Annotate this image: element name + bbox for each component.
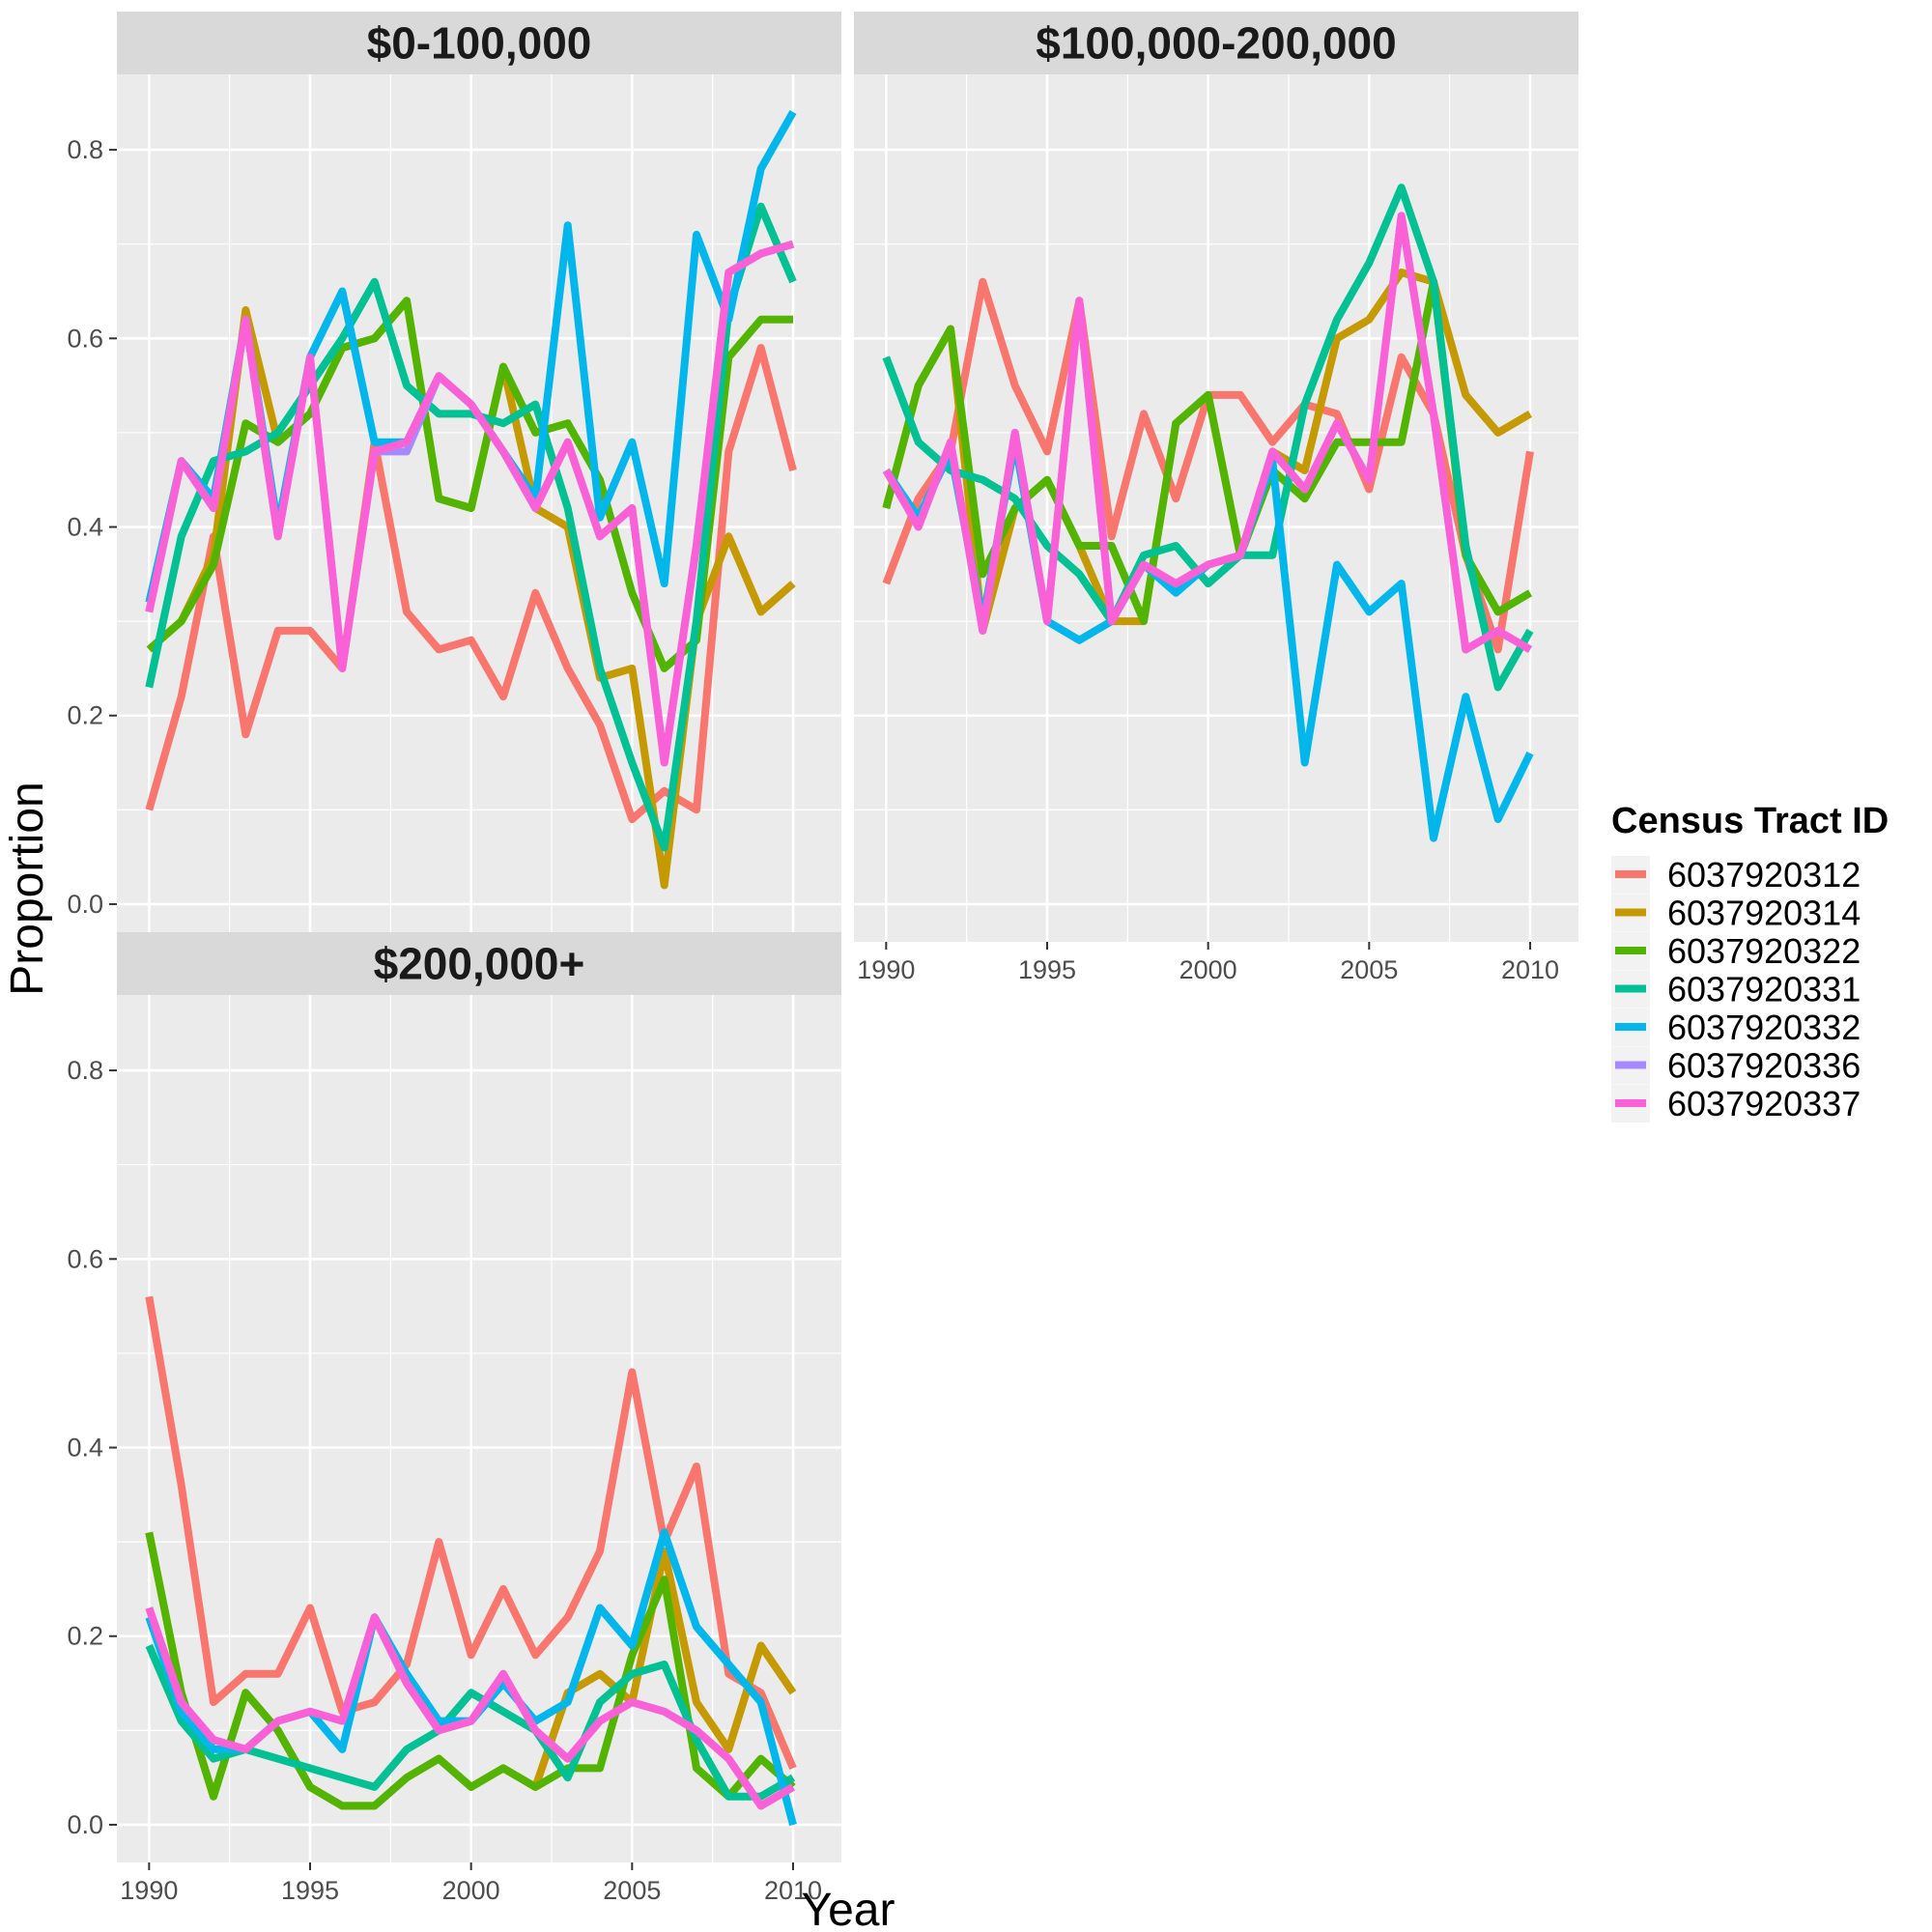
legend-label: 6037920332 — [1667, 1008, 1861, 1047]
series-line-6037920337 — [145, 240, 795, 767]
legend-label: 6037920331 — [1667, 970, 1861, 1009]
facet-panel: $100,000-200,000 1990 1995 2000 2005 2010 — [854, 12, 1578, 984]
y-tick-label: 0.0 — [67, 890, 103, 919]
facet-title: $200,000+ — [374, 939, 585, 989]
facet-strip — [117, 932, 841, 995]
x-tick-label: 2000 — [442, 1876, 500, 1905]
series-line-6037920312 — [145, 1295, 797, 1770]
x-tick-label: 1990 — [857, 955, 915, 984]
legend-label: 6037920314 — [1667, 894, 1861, 933]
y-tick-label: 0.0 — [67, 1810, 103, 1839]
legend-label: 6037920312 — [1667, 855, 1861, 895]
y-tick-label: 0.8 — [67, 135, 103, 164]
series-line-6037920331 — [145, 1643, 796, 1801]
series-line-6037920337 — [882, 212, 1533, 654]
series-line-6037920337 — [145, 1606, 796, 1810]
legend-label: 6037920337 — [1667, 1084, 1861, 1123]
facet-strip — [117, 12, 841, 74]
facet-panels: $0-100,000 0.0 0.2 0.4 0.6 0.8 $100,000-200,00… — [67, 12, 1578, 1905]
x-axis-title: Year — [802, 1885, 895, 1932]
series-line-6037920312 — [145, 344, 797, 824]
facet-strip — [854, 12, 1578, 74]
legend-label: 6037920336 — [1667, 1046, 1861, 1086]
x-tick-label: 1995 — [281, 1876, 339, 1905]
y-tick-label: 0.4 — [67, 1434, 103, 1463]
facet-panel: $200,000+ 0.0 0.2 0.4 0.6 0.8 1990 1995 2000 2005… — [67, 932, 841, 1905]
y-tick-label: 0.2 — [67, 1622, 103, 1651]
y-axis-title: Proportion — [2, 781, 53, 995]
y-tick-label: 0.6 — [67, 1244, 103, 1273]
y-tick-label: 0.2 — [67, 701, 103, 730]
facet-title: $0-100,000 — [367, 18, 592, 69]
facet-panel: $0-100,000 0.0 0.2 0.4 0.6 0.8 — [67, 12, 841, 942]
series-line-6037920331 — [882, 184, 1534, 692]
legend-label: 6037920322 — [1667, 931, 1861, 971]
x-tick-label: 1990 — [120, 1876, 178, 1905]
y-tick-label: 0.6 — [67, 324, 103, 353]
x-tick-label: 2005 — [603, 1876, 661, 1905]
legend-title: Census Tract ID — [1611, 801, 1889, 841]
x-tick-label: 2005 — [1340, 955, 1398, 984]
x-tick-label: 1995 — [1018, 955, 1076, 984]
y-tick-label: 0.4 — [67, 513, 103, 542]
x-tick-label: 2010 — [1501, 955, 1559, 984]
x-tick-label: 2000 — [1179, 955, 1237, 984]
y-tick-label: 0.8 — [67, 1056, 103, 1085]
series-line-6037920322 — [146, 297, 793, 672]
legend: Census Tract ID6037920312603792031460379… — [1611, 801, 1889, 1123]
series-line-6037920331 — [145, 202, 797, 852]
facet-title: $100,000-200,000 — [1036, 18, 1396, 69]
x-tick-label: 2010 — [764, 1876, 822, 1905]
